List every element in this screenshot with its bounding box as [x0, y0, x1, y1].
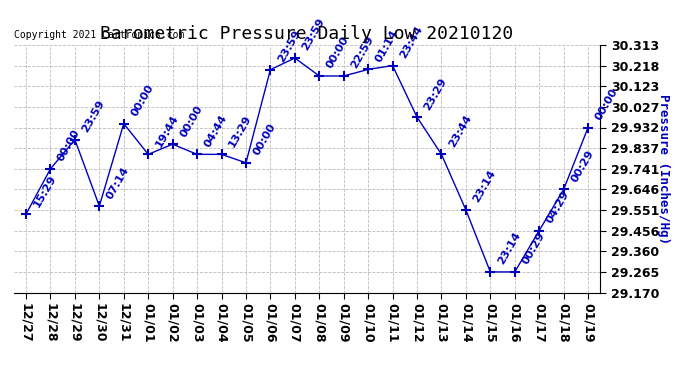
Text: 22:59: 22:59 — [349, 34, 375, 70]
Text: 23:14: 23:14 — [496, 231, 522, 266]
Text: 13:29: 13:29 — [227, 113, 253, 149]
Title: Barometric Pressure Daily Low 20210120: Barometric Pressure Daily Low 20210120 — [101, 26, 513, 44]
Text: 00:00: 00:00 — [325, 35, 351, 70]
Text: 23:59: 23:59 — [276, 28, 302, 64]
Text: 00:00: 00:00 — [178, 103, 204, 139]
Text: 00:00: 00:00 — [252, 122, 277, 157]
Text: 23:44: 23:44 — [447, 113, 473, 149]
Y-axis label: Pressure (Inches/Hg): Pressure (Inches/Hg) — [657, 94, 670, 244]
Text: 23:29: 23:29 — [422, 76, 449, 111]
Text: 00:29: 00:29 — [569, 148, 595, 184]
Text: 01:14: 01:14 — [374, 28, 400, 64]
Text: 23:59: 23:59 — [300, 17, 327, 53]
Text: 15:29: 15:29 — [32, 173, 58, 208]
Text: 23:59: 23:59 — [81, 98, 107, 134]
Text: 23:44: 23:44 — [398, 24, 424, 60]
Text: 07:14: 07:14 — [105, 165, 131, 201]
Text: 19:44: 19:44 — [154, 113, 180, 149]
Text: 00:00: 00:00 — [56, 128, 82, 163]
Text: 04:29: 04:29 — [545, 189, 571, 225]
Text: 23:14: 23:14 — [471, 169, 498, 204]
Text: 00:00: 00:00 — [593, 87, 620, 122]
Text: 00:29: 00:29 — [520, 231, 546, 266]
Text: 00:00: 00:00 — [129, 83, 155, 118]
Text: Copyright 2021 Cartronics.com: Copyright 2021 Cartronics.com — [14, 30, 184, 40]
Text: 04:44: 04:44 — [203, 113, 229, 149]
